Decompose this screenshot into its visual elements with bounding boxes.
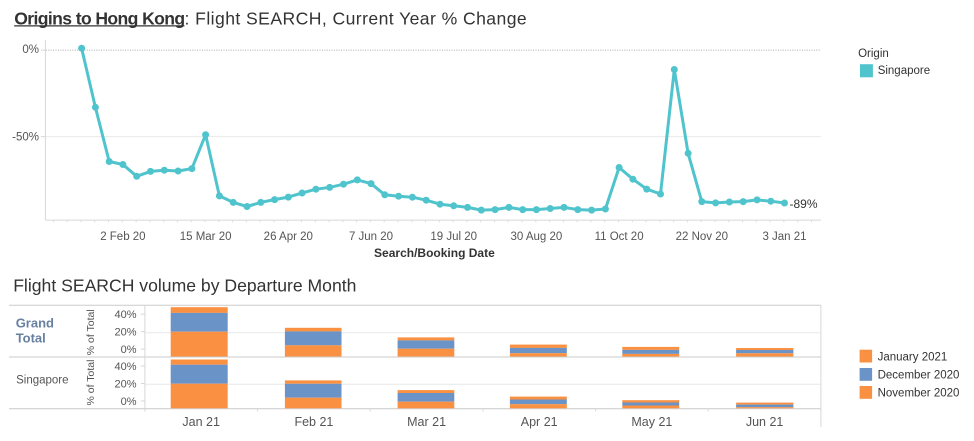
svg-text:November 2020: November 2020	[878, 388, 960, 400]
svg-text:20%: 20%	[114, 327, 136, 339]
svg-text:40%: 40%	[114, 361, 136, 373]
svg-text:26 Apr 20: 26 Apr 20	[264, 231, 313, 243]
svg-text:15 Mar 20: 15 Mar 20	[180, 231, 232, 243]
svg-text:7 Jun 20: 7 Jun 20	[349, 231, 393, 243]
svg-text:20%: 20%	[114, 378, 136, 390]
svg-text:Singapore: Singapore	[16, 375, 68, 387]
svg-text:0%: 0%	[121, 344, 137, 356]
svg-text:May 21: May 21	[631, 415, 672, 429]
svg-text:-50%: -50%	[12, 132, 39, 144]
svg-text:Grand: Grand	[16, 315, 54, 330]
svg-text:December 2020: December 2020	[878, 370, 960, 382]
svg-text:22 Nov 20: 22 Nov 20	[676, 231, 728, 243]
svg-text:Flight SEARCH volume by Depart: Flight SEARCH volume by Departure Month	[13, 276, 356, 296]
svg-text:Search/Booking Date: Search/Booking Date	[374, 246, 495, 260]
svg-text:Origin: Origin	[858, 48, 889, 60]
svg-text:19 Jul 20: 19 Jul 20	[430, 231, 477, 243]
svg-text:Mar 21: Mar 21	[407, 415, 446, 429]
svg-text:Origins to Hong Kong: Flight S: Origins to Hong Kong: Flight SEARCH, Cur…	[14, 8, 527, 28]
svg-text:Feb 21: Feb 21	[294, 415, 333, 429]
svg-text:Apr 21: Apr 21	[521, 415, 558, 429]
svg-text:3 Jan 21: 3 Jan 21	[762, 231, 806, 243]
svg-text:2 Feb 20: 2 Feb 20	[100, 231, 145, 243]
svg-text:30 Aug 20: 30 Aug 20	[510, 231, 562, 243]
svg-text:Jan 21: Jan 21	[182, 415, 220, 429]
svg-text:0%: 0%	[22, 44, 39, 56]
svg-text:-89%: -89%	[790, 197, 818, 211]
svg-text:0%: 0%	[121, 396, 137, 408]
svg-text:% of Total: % of Total	[85, 309, 97, 355]
svg-text:40%: 40%	[114, 309, 136, 321]
svg-text:January 2021: January 2021	[878, 351, 948, 363]
svg-text:11 Oct 20: 11 Oct 20	[595, 231, 644, 243]
svg-text:Total: Total	[16, 331, 46, 346]
svg-text:Jun 21: Jun 21	[746, 415, 784, 429]
svg-text:% of Total: % of Total	[85, 360, 97, 406]
svg-text:Singapore: Singapore	[878, 65, 930, 77]
